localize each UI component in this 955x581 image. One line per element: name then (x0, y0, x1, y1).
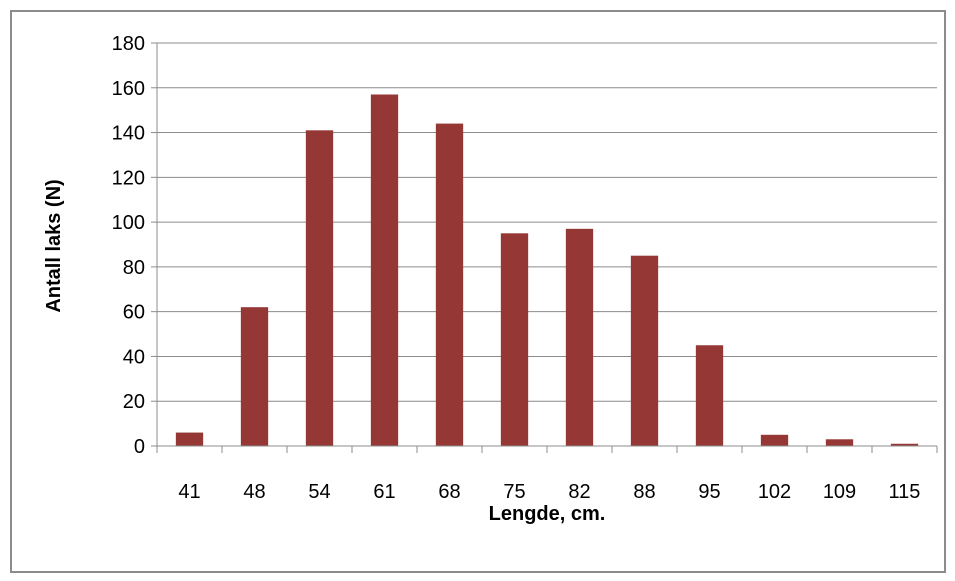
y-tick-label: 80 (123, 257, 145, 279)
y-tick-label: 160 (112, 78, 145, 100)
bar (370, 94, 399, 446)
bar (175, 432, 204, 446)
x-tick-label: 61 (373, 481, 395, 503)
bar (240, 307, 269, 446)
bar (305, 130, 334, 447)
bar (760, 434, 789, 446)
x-tick-label: 88 (633, 481, 655, 503)
bars (175, 94, 919, 447)
x-tick-label: 82 (568, 481, 590, 503)
axes (151, 42, 938, 453)
y-tick-label: 120 (112, 167, 145, 189)
gridlines (157, 42, 937, 402)
x-tick-label: 68 (438, 481, 460, 503)
y-tick-label: 60 (123, 302, 145, 324)
y-axis-title: Antall laks (N) (43, 179, 65, 312)
x-tick-label: 75 (503, 481, 525, 503)
x-tick-label: 41 (178, 481, 200, 503)
bar (890, 443, 919, 446)
x-tick-label: 115 (889, 481, 921, 503)
y-tick-label: 20 (123, 391, 145, 413)
x-tick-label: 95 (698, 481, 720, 503)
bar (695, 345, 724, 446)
bar (825, 439, 854, 446)
y-tick-label: 100 (112, 212, 145, 234)
x-tick-label: 54 (308, 481, 330, 503)
chart-frame (10, 10, 946, 573)
x-tick-label: 48 (243, 481, 265, 503)
bar (565, 228, 594, 446)
x-tick-labels: 41 48 54 61 68 75 82 88 95 102 109 115 (178, 481, 920, 503)
y-tick-label: 140 (112, 123, 145, 145)
bar (500, 233, 529, 446)
y-tick-label: 180 (112, 33, 145, 55)
bar (435, 123, 464, 446)
x-tick-label: 102 (758, 481, 791, 503)
x-tick-label: 109 (823, 481, 856, 503)
y-tick-label: 0 (134, 436, 145, 458)
y-tick-label: 40 (123, 346, 145, 368)
x-axis-title: Lengde, cm. (489, 503, 606, 525)
bar (630, 255, 659, 446)
y-tick-labels: 0 20 40 60 80 100 120 140 160 180 (112, 33, 145, 458)
